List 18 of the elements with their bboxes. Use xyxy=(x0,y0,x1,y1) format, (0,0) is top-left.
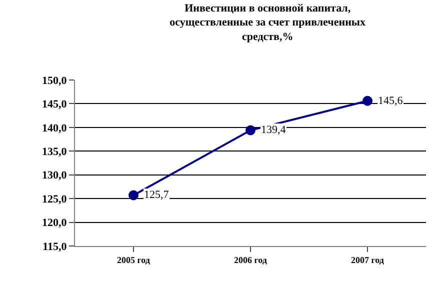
y-tick-label: 130,0 xyxy=(42,170,68,182)
point xyxy=(246,125,256,136)
y-tick-label: 150,0 xyxy=(42,74,68,87)
data-label: 125,7 xyxy=(144,189,170,201)
point xyxy=(362,96,372,106)
y-tick-label: 115,0 xyxy=(42,240,68,253)
y-tick-label: 135,0 xyxy=(42,146,68,158)
x-tick-label: 2006 год xyxy=(234,254,268,265)
data-label: 139,4 xyxy=(261,124,286,136)
y-tick-label: 120,0 xyxy=(42,217,68,230)
point xyxy=(128,190,138,200)
y-tick-label: 125,0 xyxy=(42,193,68,206)
y-tick-label: 145,0 xyxy=(42,98,68,111)
x-tick-label: 2007 год xyxy=(351,254,384,265)
y-tick-label: 140,0 xyxy=(42,122,68,134)
data-label: 145,6 xyxy=(378,95,404,107)
chart-title: Инвестиции в основной капитал, осуществленные за счет привлеченных средств,% xyxy=(170,2,366,44)
x-tick-label: 2005 год xyxy=(117,254,150,265)
